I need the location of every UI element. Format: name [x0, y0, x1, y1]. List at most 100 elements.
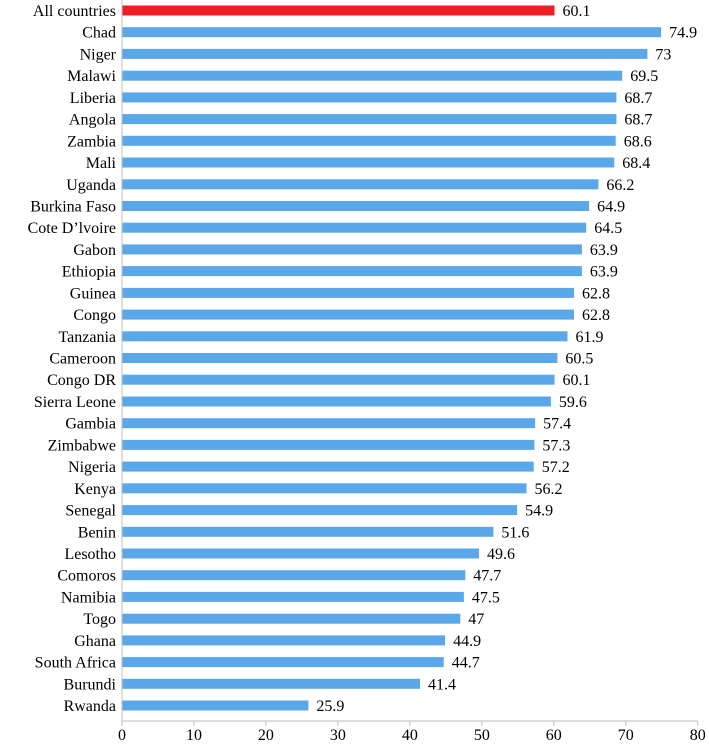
bar-burkina-faso [122, 201, 590, 211]
category-label-malawi: Malawi [67, 68, 116, 85]
bar-liberia [122, 92, 617, 103]
value-label-guinea: 62.8 [582, 285, 610, 302]
value-label-burundi: 41.4 [428, 676, 456, 693]
value-label-lesotho: 49.6 [487, 546, 515, 563]
category-label-lesotho: Lesotho [64, 546, 116, 563]
bar-benin [122, 526, 494, 537]
bar-lesotho [122, 548, 479, 559]
bar-guinea [122, 287, 574, 298]
category-label-senegal: Senegal [65, 503, 116, 520]
value-label-ghana: 44.9 [453, 633, 481, 650]
category-label-gambia: Gambia [65, 416, 116, 433]
bar-namibia [122, 591, 464, 602]
category-label-comoros: Comoros [57, 568, 116, 585]
value-label-niger: 73 [655, 46, 671, 63]
value-label-uganda: 66.2 [606, 177, 634, 194]
bars-group [122, 5, 662, 711]
bar-sierra-leone [122, 396, 551, 407]
value-label-gabon: 63.9 [590, 242, 618, 259]
value-label-cameroon: 60.5 [565, 351, 593, 368]
category-label-south-africa: South Africa [35, 655, 116, 672]
category-label-sierra-leone: Sierra Leone [34, 394, 116, 411]
bar-ghana [122, 635, 446, 646]
x-tick-label-70: 70 [618, 727, 634, 744]
category-label-niger: Niger [80, 46, 117, 63]
value-label-gambia: 57.4 [543, 416, 571, 433]
bar-malawi [122, 70, 623, 81]
value-label-benin: 51.6 [501, 524, 529, 541]
value-label-rwanda: 25.9 [316, 698, 344, 715]
axes-group [121, 0, 699, 726]
bar-gabon [122, 244, 582, 255]
value-label-sierra-leone: 59.6 [559, 394, 587, 411]
category-label-ghana: Ghana [74, 633, 116, 650]
value-label-namibia: 47.5 [472, 589, 500, 606]
bar-niger [122, 48, 648, 59]
category-label-congo: Congo [73, 307, 116, 324]
value-label-zambia: 68.6 [624, 133, 652, 150]
category-label-guinea: Guinea [70, 285, 116, 302]
bar-cameroon [122, 353, 558, 363]
bar-comoros [122, 570, 466, 581]
category-label-tanzania: Tanzania [58, 329, 116, 346]
category-label-namibia: Namibia [61, 589, 116, 606]
category-label-chad: Chad [82, 25, 116, 42]
value-label-liberia: 68.7 [624, 90, 652, 107]
bar-zimbabwe [122, 439, 535, 450]
bar-zambia [122, 135, 616, 146]
bar-congo [122, 309, 574, 320]
bar-nigeria [122, 461, 534, 472]
bar-tanzania [122, 331, 568, 342]
x-tick-label-20: 20 [258, 727, 274, 744]
bar-congo-dr [122, 374, 555, 385]
bar-kenya [122, 483, 527, 494]
category-label-rwanda: Rwanda [64, 698, 116, 715]
x-tick-label-30: 30 [330, 727, 346, 744]
value-label-congo: 62.8 [582, 307, 610, 324]
value-label-burkina-faso: 64.9 [597, 199, 625, 216]
category-label-burkina-faso: Burkina Faso [30, 199, 116, 216]
category-label-liberia: Liberia [70, 90, 116, 107]
bar-mali [122, 157, 615, 168]
value-label-mali: 68.4 [622, 155, 650, 172]
bar-cote-d-lvoire [122, 222, 587, 233]
value-label-congo-dr: 60.1 [563, 372, 591, 389]
category-label-angola: Angola [69, 112, 116, 129]
category-label-all-countries: All countries [33, 3, 116, 20]
category-label-zambia: Zambia [67, 133, 116, 150]
value-label-nigeria: 57.2 [542, 459, 570, 476]
category-label-togo: Togo [83, 611, 116, 628]
value-label-cote-d-lvoire: 64.5 [594, 220, 622, 237]
bar-rwanda [122, 700, 309, 711]
bar-all-countries [122, 5, 555, 16]
value-label-kenya: 56.2 [535, 481, 563, 498]
category-label-congo-dr: Congo DR [47, 372, 116, 389]
value-label-ethiopia: 63.9 [590, 264, 618, 281]
category-label-benin: Benin [78, 524, 116, 541]
category-label-uganda: Uganda [66, 177, 116, 194]
x-tick-label-60: 60 [546, 727, 562, 744]
value-label-comoros: 47.7 [473, 568, 501, 585]
x-tick-label-40: 40 [402, 727, 418, 744]
value-label-south-africa: 44.7 [452, 655, 480, 672]
bar-chad [122, 27, 662, 38]
value-label-angola: 68.7 [624, 112, 652, 129]
category-label-kenya: Kenya [74, 481, 116, 498]
category-label-cameroon: Cameroon [49, 351, 116, 368]
x-tick-label-0: 0 [118, 727, 126, 744]
bar-togo [122, 613, 461, 624]
category-label-burundi: Burundi [64, 676, 117, 693]
category-label-cote-d-lvoire: Cote D’lvoire [28, 220, 116, 237]
value-label-all-countries: 60.1 [563, 3, 591, 20]
category-label-gabon: Gabon [73, 242, 116, 259]
bar-burundi [122, 678, 420, 689]
bar-south-africa [122, 657, 444, 668]
value-label-togo: 47 [468, 611, 484, 628]
bar-ethiopia [122, 266, 582, 277]
value-label-senegal: 54.9 [525, 503, 553, 520]
labels-group: All countries 60.1 Chad 74.9 Niger 73 Malawi 69… [28, 3, 706, 744]
value-label-chad: 74.9 [669, 25, 697, 42]
value-label-tanzania: 61.9 [576, 329, 604, 346]
value-label-malawi: 69.5 [630, 68, 658, 85]
